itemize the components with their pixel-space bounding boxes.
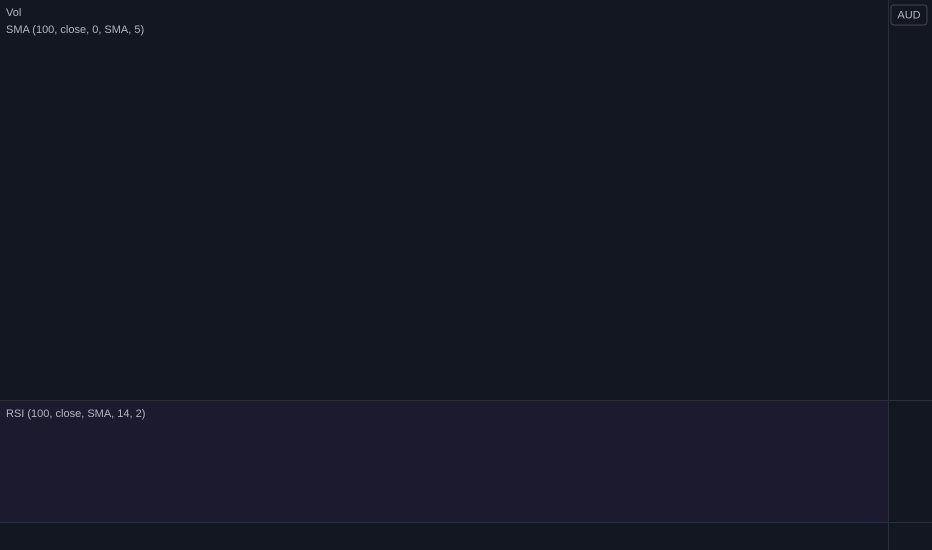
currency-box[interactable] [890, 4, 928, 26]
rsi-pane [0, 401, 888, 522]
rsi-label: RSI (100, close, SMA, 14, 2) [6, 408, 145, 420]
currency[interactable]: AUD [897, 9, 920, 21]
sma-label: SMA (100, close, 0, SMA, 5) [6, 24, 144, 36]
volume-label: Vol [6, 7, 21, 19]
